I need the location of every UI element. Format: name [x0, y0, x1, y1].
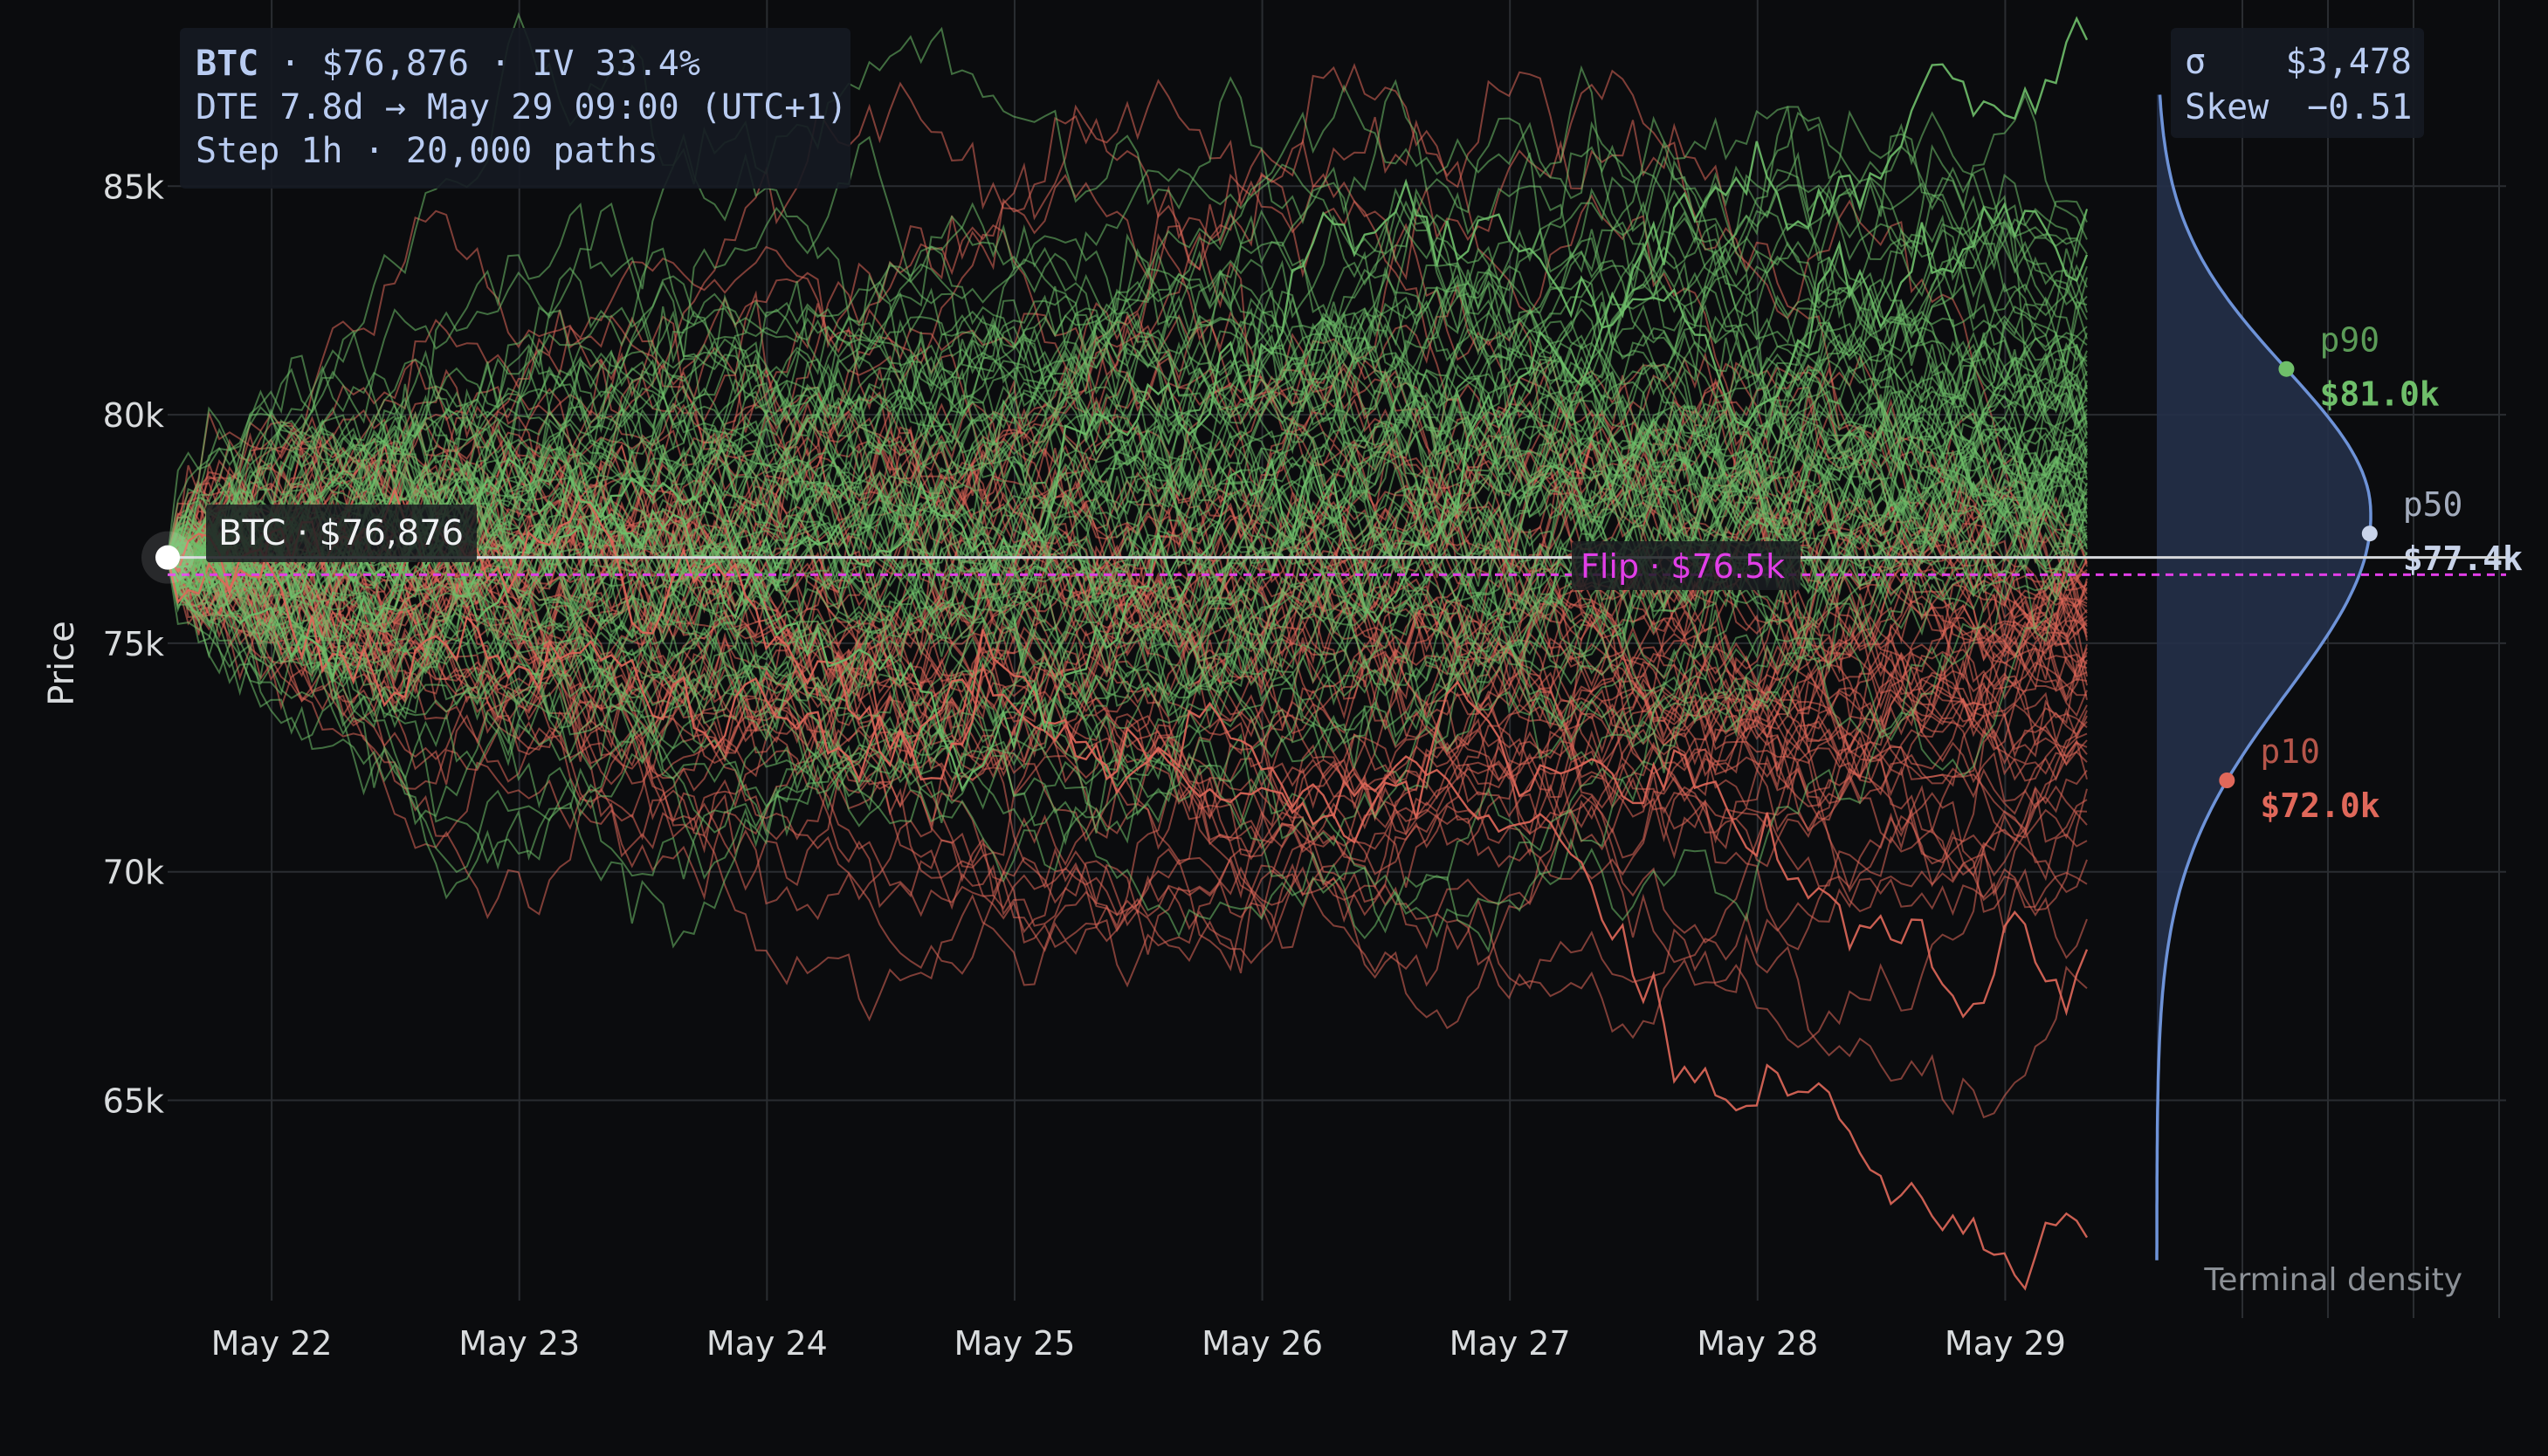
p90-marker: [2278, 361, 2295, 377]
info-box: [180, 28, 850, 189]
spot-label-bg: [206, 505, 477, 562]
price-path: [167, 501, 2088, 809]
p50-marker: [2361, 525, 2378, 542]
price-path: [167, 374, 2088, 953]
p10-label: p10: [2260, 732, 2320, 771]
price-path: [167, 557, 2088, 959]
y-tick-label: 80k: [103, 396, 164, 435]
density-caption: Terminal density: [2203, 1262, 2462, 1298]
x-tick-label: May 22: [211, 1324, 333, 1363]
p50-label: p50: [2403, 485, 2463, 524]
x-tick-label: May 29: [1945, 1324, 2066, 1363]
x-tick-label: May 27: [1450, 1324, 1571, 1363]
spot-marker: [155, 545, 180, 570]
price-path: [167, 491, 2088, 721]
p90-value: $81.0k: [2319, 375, 2439, 414]
price-path: [167, 195, 2088, 725]
flip-label: Flip · $76.5k: [1580, 547, 1785, 586]
sigma-label: σ: [2185, 42, 2206, 82]
y-tick-label: 85k: [103, 168, 164, 206]
y-tick-label: 70k: [103, 854, 164, 892]
density-area: [2157, 94, 2371, 1260]
stats-box: [2171, 28, 2424, 138]
price-path: [167, 384, 2088, 880]
price-path: [166, 16, 2089, 622]
price-path: [167, 200, 2088, 761]
price-path: [167, 321, 2088, 743]
price-path: [167, 202, 2089, 793]
y-axis-ticks: 65k 70k 75k 80k 85k: [103, 168, 164, 1120]
price-path: [167, 442, 2088, 834]
price-path: [167, 166, 2088, 712]
info-line-2: DTE 7.8d → May 29 09:00 (UTC+1): [196, 87, 848, 127]
price-path: [167, 382, 2088, 747]
sigma-value: $3,478: [2286, 42, 2413, 82]
price-path: [167, 532, 2089, 1291]
price-path: [167, 187, 2088, 608]
x-tick-label: May 23: [458, 1324, 580, 1363]
price-path: [167, 350, 2088, 593]
price-path: [167, 65, 2088, 593]
price-path: [167, 438, 2088, 880]
x-tick-label: May 28: [1697, 1324, 1818, 1363]
price-path: [167, 467, 2088, 753]
x-tick-label: May 26: [1202, 1324, 1323, 1363]
price-path: [167, 514, 2088, 934]
flip-label-bg: [1572, 541, 1801, 590]
skew-label: Skew: [2185, 87, 2269, 127]
price-path: [167, 420, 2088, 834]
info-line-3: Step 1h · 20,000 paths: [196, 131, 658, 171]
x-tick-label: May 25: [954, 1324, 1075, 1363]
info-spot-iv: · $76,876 · IV 33.4%: [258, 44, 700, 84]
density-curve: [2155, 94, 2372, 1260]
price-path: [167, 385, 2088, 699]
price-path: [167, 241, 2088, 578]
price-path: [167, 280, 2088, 642]
price-path: [167, 455, 2088, 988]
skew-value: −0.51: [2307, 87, 2412, 127]
y-axis-label: Price: [42, 621, 82, 706]
x-axis-ticks: May 22 May 23 May 24 May 25 May 26 May 27 May …: [211, 1324, 2066, 1363]
price-path: [166, 486, 2089, 1019]
price-path: [167, 387, 2088, 729]
p50-value: $77.4k: [2403, 539, 2523, 578]
price-path: [167, 84, 2088, 595]
price-path: [167, 109, 2088, 572]
p10-value: $72.0k: [2260, 786, 2379, 825]
price-path: [167, 106, 2088, 601]
p10-marker: [2219, 773, 2235, 788]
price-path: [167, 256, 2088, 594]
price-path: [167, 417, 2088, 828]
y-tick-label: 65k: [103, 1082, 164, 1121]
price-path: [167, 258, 2088, 617]
price-path: [167, 458, 2088, 758]
y-tick-label: 75k: [103, 625, 164, 663]
price-path: [167, 272, 2088, 949]
price-path: [167, 106, 2088, 659]
price-path: [167, 408, 2088, 783]
p90-label: p90: [2319, 321, 2379, 360]
price-path: [167, 556, 2088, 974]
terminal-density-panel: p90 $81.0k p50 $77.4k p10 $72.0k: [2155, 94, 2523, 1260]
price-path: [167, 174, 2088, 678]
price-path: [167, 143, 2088, 699]
price-path: [167, 529, 2088, 921]
price-path: [167, 209, 2088, 1119]
price-paths: [166, 11, 2089, 1291]
price-path: [167, 363, 2088, 748]
price-path: [167, 307, 2088, 741]
price-path: [167, 268, 2088, 660]
x-tick-label: May 24: [706, 1324, 828, 1363]
price-path: [167, 448, 2088, 938]
price-path: [167, 471, 2088, 778]
price-path: [167, 248, 2088, 601]
price-path: [167, 397, 2088, 702]
info-symbol: BTC: [196, 44, 258, 84]
info-line-1: BTC · $76,876 · IV 33.4%: [196, 44, 700, 84]
spot-label: BTC · $76,876: [218, 513, 464, 553]
price-path: [167, 203, 2088, 697]
price-path: [167, 62, 2088, 761]
price-path: [167, 371, 2088, 900]
